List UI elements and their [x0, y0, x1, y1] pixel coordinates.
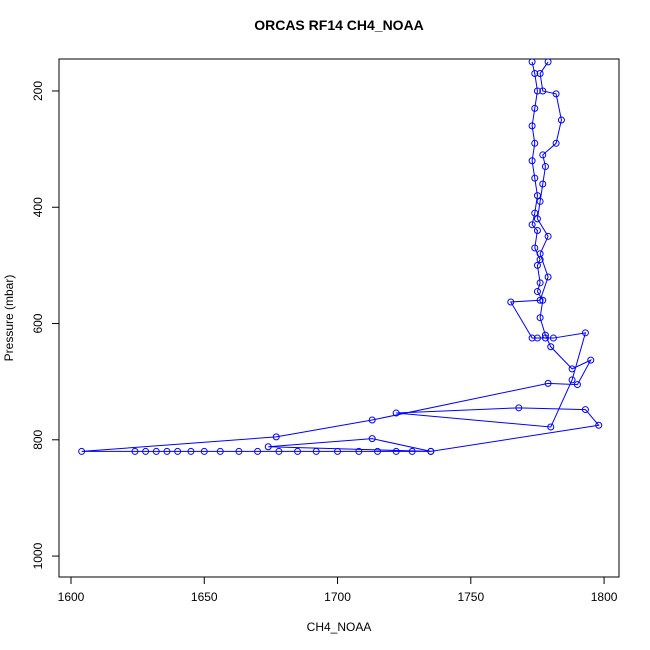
data-point — [528, 122, 536, 130]
data-point — [536, 296, 544, 304]
data-point — [573, 381, 581, 389]
data-point — [539, 180, 547, 188]
data-point — [254, 447, 262, 455]
data-point — [547, 423, 555, 431]
data-point — [507, 298, 515, 306]
data-point — [355, 447, 363, 455]
data-point — [152, 447, 160, 455]
data-point — [531, 174, 539, 182]
data-point — [536, 197, 544, 205]
data-point — [544, 379, 552, 387]
y-tick-label: 800 — [31, 429, 45, 449]
data-point — [533, 288, 541, 296]
data-point — [557, 116, 565, 124]
data-point — [531, 70, 539, 78]
data-point — [541, 331, 549, 339]
data-point — [531, 104, 539, 112]
data-point — [539, 151, 547, 159]
data-point — [533, 215, 541, 223]
x-tick-label: 1600 — [58, 590, 85, 604]
data-point — [568, 365, 576, 373]
data-point — [541, 163, 549, 171]
data-point — [595, 421, 603, 429]
y-tick-label: 400 — [31, 197, 45, 217]
data-point — [264, 443, 272, 451]
chart-title: ORCAS RF14 CH4_NOAA — [254, 17, 424, 33]
data-point — [533, 334, 541, 342]
data-point — [392, 447, 400, 455]
data-point — [544, 273, 552, 281]
data-point — [531, 244, 539, 252]
data-point — [549, 334, 557, 342]
data-point — [536, 279, 544, 287]
data-point — [552, 90, 560, 98]
data-point — [536, 250, 544, 258]
data-point — [544, 232, 552, 240]
data-point — [392, 409, 400, 417]
data-point — [427, 447, 435, 455]
data-point — [581, 329, 589, 337]
data-point — [515, 404, 523, 412]
data-point — [533, 227, 541, 235]
data-point — [368, 435, 376, 443]
data-point — [408, 447, 416, 455]
data-point — [568, 376, 576, 384]
data-point — [528, 58, 536, 66]
data-point — [187, 447, 195, 455]
data-point — [272, 433, 280, 441]
data-point — [581, 406, 589, 414]
data-point — [142, 447, 150, 455]
x-tick-label: 1650 — [191, 590, 218, 604]
data-point — [294, 447, 302, 455]
data-point — [368, 416, 376, 424]
data-line — [81, 61, 600, 452]
data-point — [539, 87, 547, 95]
data-point — [552, 139, 560, 147]
data-point — [533, 192, 541, 200]
data-point — [216, 447, 224, 455]
data-point — [544, 58, 552, 66]
y-tick-label: 600 — [31, 313, 45, 333]
data-point — [587, 356, 595, 364]
data-point — [174, 447, 182, 455]
data-point — [235, 447, 243, 455]
x-tick-label: 1700 — [324, 590, 351, 604]
data-point — [163, 447, 171, 455]
x-axis-label: CH4_NOAA — [307, 620, 372, 634]
y-tick-label: 200 — [31, 81, 45, 101]
data-point — [528, 157, 536, 165]
x-tick-label: 1800 — [591, 590, 618, 604]
data-point — [528, 221, 536, 229]
data-point — [374, 447, 382, 455]
data-point — [536, 314, 544, 322]
data-point — [541, 334, 549, 342]
data-point — [275, 447, 283, 455]
data-point — [539, 296, 547, 304]
data-point — [334, 447, 342, 455]
plot-frame — [58, 58, 620, 578]
data-point — [528, 334, 536, 342]
data-point — [78, 447, 86, 455]
data-point — [131, 447, 139, 455]
data-point — [547, 343, 555, 351]
x-tick-label: 1750 — [457, 590, 484, 604]
data-point — [533, 261, 541, 269]
data-point — [312, 447, 320, 455]
y-axis-label: Pressure (mbar) — [2, 275, 16, 362]
data-point — [533, 87, 541, 95]
y-tick-label: 1000 — [31, 542, 45, 569]
data-point — [531, 209, 539, 217]
data-point — [200, 447, 208, 455]
data-point — [531, 139, 539, 147]
data-point — [536, 70, 544, 78]
